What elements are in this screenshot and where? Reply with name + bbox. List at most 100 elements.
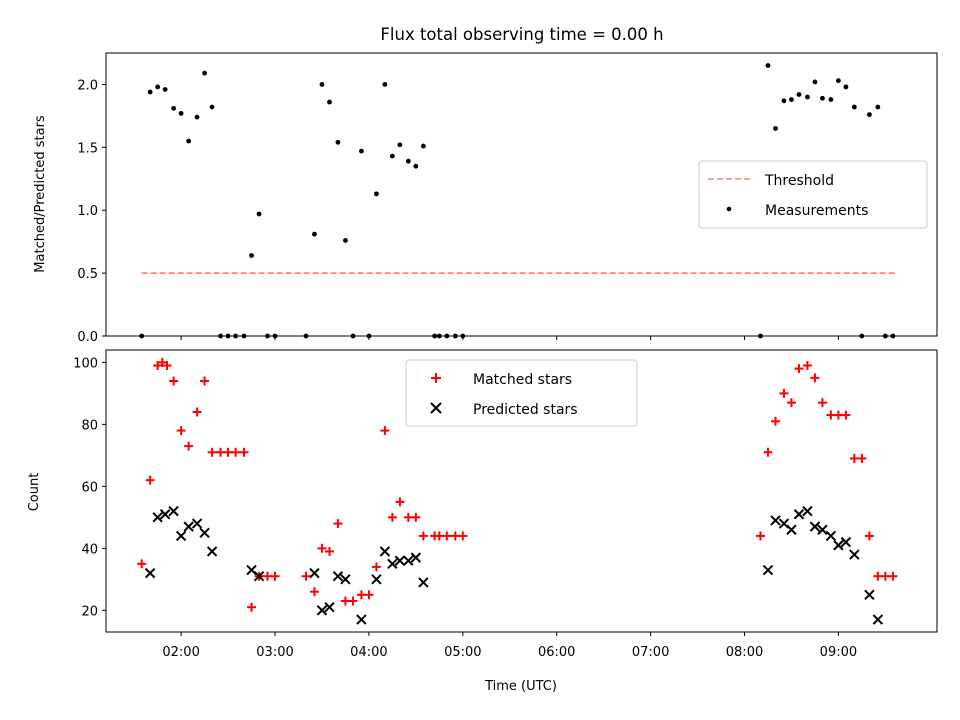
measurement-point xyxy=(875,104,881,110)
measurement-point xyxy=(851,104,857,110)
matched-star-point xyxy=(176,426,186,436)
legend-measurements-label: Measurements xyxy=(765,203,868,219)
bottom-x-ticks: 02:00 03:00 04:00 05:00 06:00 07:00 08:00 09:00 xyxy=(162,632,857,660)
top-y-axis-label: Matched/Predicted stars xyxy=(33,115,48,273)
matched-star-point xyxy=(223,447,233,457)
predicted-star-point xyxy=(379,546,391,557)
matched-star-point xyxy=(348,596,358,606)
measurement-point xyxy=(820,95,825,101)
bottom-y-tick-label: 60 xyxy=(81,480,98,495)
bottom-legend-box xyxy=(405,359,638,427)
predicted-star-point xyxy=(206,546,218,557)
top-legend-box xyxy=(698,160,928,229)
matched-star-point xyxy=(137,559,147,569)
legend-measurements-swatch xyxy=(726,206,732,212)
matched-star-point xyxy=(309,587,319,597)
matched-star-point xyxy=(864,531,874,541)
predicted-star-point xyxy=(802,505,813,517)
predicted-star-point xyxy=(849,549,860,560)
bottom-y-tick-label: 100 xyxy=(73,356,98,371)
matched-star-point xyxy=(849,453,859,463)
predicted-star-point xyxy=(403,555,414,566)
matched-star-point xyxy=(770,416,780,426)
bottom-y-tick-label: 40 xyxy=(81,542,98,557)
x-axis-label: Time (UTC) xyxy=(484,679,557,694)
legend-matched-swatch xyxy=(431,373,441,383)
bottom-y-tick-label: 20 xyxy=(81,604,98,619)
legend-threshold-label: Threshold xyxy=(764,173,834,189)
matched-star-point xyxy=(411,512,421,522)
legend-matched-label: Matched stars xyxy=(473,372,572,388)
matched-star-point xyxy=(200,376,210,386)
predicted-star-point xyxy=(175,530,187,542)
top-y-tick-label: 0.0 xyxy=(77,330,98,345)
matched-star-point xyxy=(324,546,334,556)
top-y-tick-label: 1.5 xyxy=(77,141,98,156)
bottom-y-tick-label: 80 xyxy=(81,418,98,433)
matched-star-point xyxy=(184,441,194,451)
matched-star-point xyxy=(145,475,155,485)
matched-star-point xyxy=(810,373,820,383)
bottom-legend: Matched stars Predicted stars xyxy=(405,359,638,427)
matched-star-point xyxy=(162,360,172,370)
bottom-panel: 20 40 60 80 100 02:00 03:00 04:00 05:00 06:00 07:… xyxy=(27,349,938,694)
predicted-star-point xyxy=(825,530,837,542)
bottom-axes-frame xyxy=(105,349,938,633)
measurement-point xyxy=(194,114,200,120)
predicted-star-point xyxy=(762,564,774,576)
measurement-point xyxy=(796,92,802,97)
predicted-star-point xyxy=(168,505,179,517)
predicted-star-point xyxy=(183,521,194,532)
predicted-star-point xyxy=(809,521,821,532)
matched-star-point xyxy=(786,398,796,408)
matched-star-point xyxy=(231,447,241,457)
matched-star-point xyxy=(403,512,413,522)
matched-star-point xyxy=(833,410,843,420)
matched-star-point xyxy=(418,531,428,541)
matched-star-point xyxy=(364,590,374,600)
matched-star-point xyxy=(301,571,311,581)
measurement-point xyxy=(335,139,341,145)
predicted-star-point xyxy=(199,527,210,539)
matched-star-point xyxy=(458,531,468,541)
chart-title: Flux total observing time = 0.00 h xyxy=(380,25,663,44)
predicted-star-point xyxy=(332,571,344,582)
predicted-star-point xyxy=(387,558,398,570)
x-tick-label: 02:00 xyxy=(162,645,199,660)
matched-star-point xyxy=(380,426,390,436)
measurement-point xyxy=(327,99,332,105)
predicted-star-point xyxy=(394,555,406,566)
matched-star-point xyxy=(817,398,827,408)
predicted-star-point xyxy=(144,567,156,579)
measurement-point xyxy=(405,158,411,164)
top-x-ticks xyxy=(180,336,839,340)
matched-star-point xyxy=(442,531,452,541)
measurement-point xyxy=(789,97,794,102)
matched-star-point xyxy=(450,531,460,541)
predicted-star-point xyxy=(410,552,422,563)
measurement-point xyxy=(155,84,161,90)
measurement-point xyxy=(162,87,168,92)
measurement-point xyxy=(186,138,192,144)
top-y-tick-label: 2.0 xyxy=(77,78,98,93)
bottom-y-axis-label: Count xyxy=(27,473,42,512)
matched-star-point xyxy=(434,531,444,541)
predicted-star-point xyxy=(152,512,163,523)
measurement-point xyxy=(781,98,787,104)
measurement-point xyxy=(812,79,818,85)
predicted-star-point xyxy=(770,515,781,526)
predicted-star-point xyxy=(418,577,429,588)
matched-star-point xyxy=(340,596,350,606)
matched-star-point xyxy=(239,447,249,457)
predicted-star-point xyxy=(833,540,844,551)
measurement-point xyxy=(828,97,834,102)
measurement-point xyxy=(256,211,262,217)
measurement-point xyxy=(359,148,364,154)
predicted-star-point xyxy=(817,524,828,535)
bottom-data-layer xyxy=(137,357,898,625)
x-tick-label: 09:00 xyxy=(820,645,857,660)
predicted-star-point xyxy=(864,589,875,601)
matched-star-point xyxy=(395,497,405,507)
x-tick-label: 08:00 xyxy=(726,645,763,660)
predicted-star-point xyxy=(840,536,852,548)
